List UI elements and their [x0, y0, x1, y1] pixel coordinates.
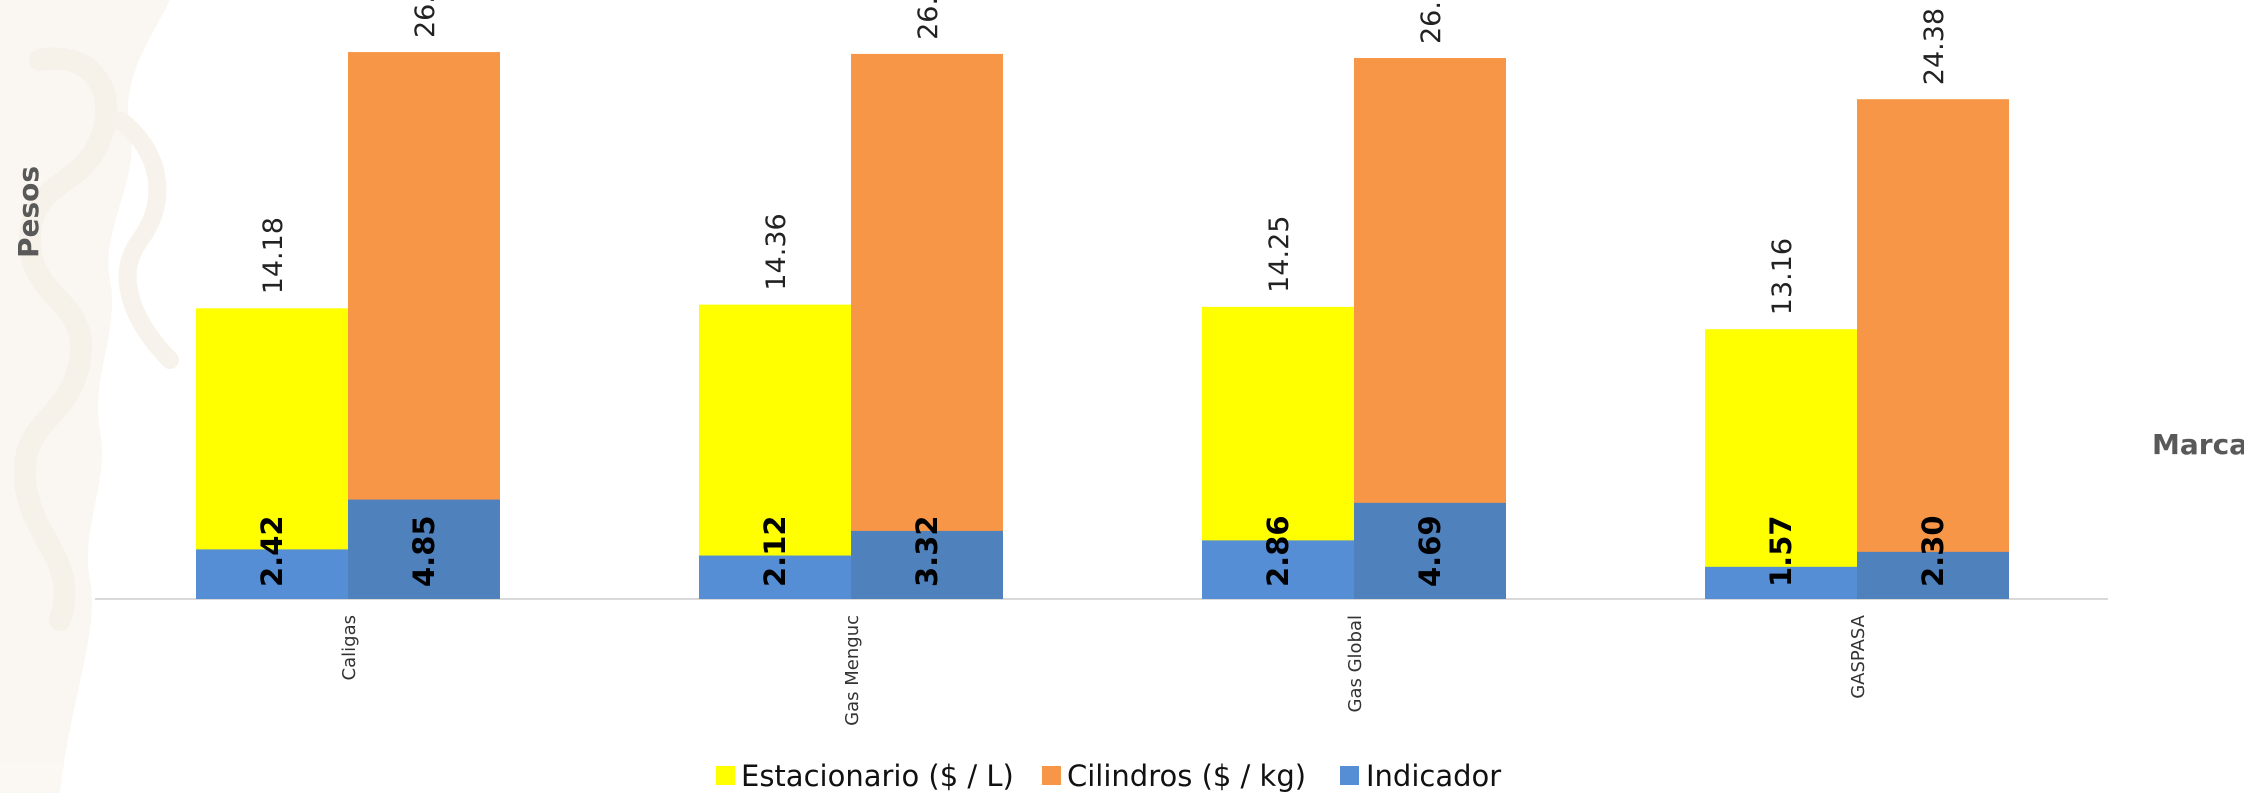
data-label-estacionario: 14.25: [1264, 216, 1295, 293]
bar-estacionario: [1705, 329, 1857, 599]
y-axis-label: Pesos: [12, 166, 45, 258]
bar-indicador-cilindros: [1857, 551, 2009, 599]
data-label-estacionario: 14.18: [258, 217, 289, 294]
bars-layer: 14.18 26.68 2.42 4.85 Caligas 14.36 26.59 2.12 3…: [196, 0, 2009, 726]
data-label-indicador: 4.69: [1413, 515, 1447, 587]
background-ornament: [0, 0, 170, 793]
background-ornament: [13, 47, 118, 631]
x-tick-label: GASPASA: [1848, 614, 1869, 698]
x-tick-label: Gas Global: [1345, 615, 1366, 713]
x-tick-label: Gas Menguc: [842, 615, 863, 726]
bar-indicador-estacionario: [196, 549, 348, 599]
background-ornament: [111, 111, 179, 369]
bar-indicador-estacionario: [1705, 566, 1857, 599]
data-label-cilindros: 26.68: [410, 0, 441, 38]
legend-swatch-cilindros: [1042, 766, 1061, 785]
data-label-indicador: 3.32: [910, 515, 944, 587]
bar-indicador-estacionario: [1202, 540, 1354, 599]
bar-indicador-cilindros: [348, 499, 500, 599]
data-label-estacionario: 13.16: [1767, 238, 1798, 315]
legend: Estacionario ($ / L) Cilindros ($ / kg) …: [716, 759, 1501, 793]
bar-estacionario: [699, 304, 851, 599]
data-label-indicador: 1.57: [1764, 515, 1798, 587]
bar-cilindros: [851, 53, 1003, 599]
data-label-indicador: 2.42: [255, 515, 289, 587]
legend-swatch-indicador: [1340, 766, 1359, 785]
data-label-indicador: 2.30: [1916, 515, 1950, 587]
legend-label-indicador: Indicador: [1366, 759, 1501, 793]
bar-indicador-cilindros: [851, 530, 1003, 599]
x-axis-label: Marca: [2152, 428, 2244, 461]
data-label-cilindros: 26.39: [1416, 0, 1447, 44]
data-label-cilindros: 24.38: [1919, 8, 1950, 85]
bar-cilindros: [1857, 99, 2009, 600]
legend-swatch-estacionario: [716, 766, 735, 785]
data-label-indicador: 2.12: [758, 515, 792, 587]
bar-indicador-estacionario: [699, 555, 851, 599]
data-label-cilindros: 26.59: [913, 0, 944, 40]
legend-label-cilindros: Cilindros ($ / kg): [1067, 759, 1306, 793]
legend-label-estacionario: Estacionario ($ / L): [741, 759, 1014, 793]
data-label-estacionario: 14.36: [761, 213, 792, 290]
data-label-indicador: 2.86: [1261, 515, 1295, 587]
data-label-indicador: 4.85: [407, 515, 441, 587]
background-pattern: [0, 0, 179, 793]
bar-indicador-cilindros: [1354, 502, 1506, 599]
x-tick-label: Caligas: [339, 615, 360, 680]
